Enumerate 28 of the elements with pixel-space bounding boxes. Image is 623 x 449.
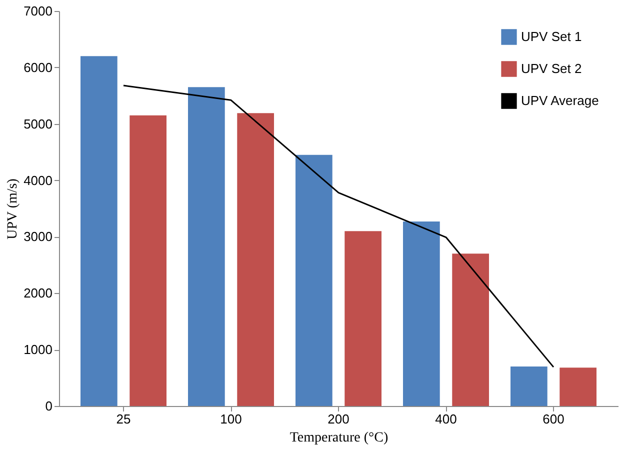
x-tick-label: 200 bbox=[328, 412, 350, 426]
y-tick-label: 2000 bbox=[24, 286, 52, 301]
y-tick-label: 0 bbox=[45, 398, 52, 414]
bar bbox=[344, 231, 382, 406]
x-tick-label: 400 bbox=[435, 412, 457, 426]
y-tick-label: 5000 bbox=[24, 116, 52, 132]
y-tick-label: 3000 bbox=[24, 229, 52, 244]
bar bbox=[188, 87, 225, 406]
x-axis-title: Temperature (°C) bbox=[290, 430, 388, 446]
bar bbox=[80, 56, 118, 406]
bar bbox=[560, 368, 596, 406]
x-tick-label: 600 bbox=[542, 412, 564, 426]
bar bbox=[510, 366, 548, 406]
legend-label: UPV Average bbox=[521, 93, 599, 108]
y-tick-label: 1000 bbox=[24, 342, 52, 358]
x-tick-label: 100 bbox=[220, 412, 242, 426]
x-tick-label: 25 bbox=[116, 412, 131, 426]
legend-label: UPV Set 2 bbox=[521, 61, 582, 76]
bar bbox=[237, 113, 274, 406]
bar bbox=[403, 221, 440, 406]
bar bbox=[452, 254, 489, 406]
y-tick-label: 7000 bbox=[24, 4, 52, 18]
legend-label: UPV Set 1 bbox=[521, 29, 582, 44]
y-axis-title: UPV (m/s) bbox=[6, 178, 21, 240]
bar bbox=[296, 154, 332, 406]
y-tick-label: 4000 bbox=[24, 172, 52, 188]
bar bbox=[130, 115, 166, 406]
y-tick-label: 6000 bbox=[24, 60, 52, 75]
